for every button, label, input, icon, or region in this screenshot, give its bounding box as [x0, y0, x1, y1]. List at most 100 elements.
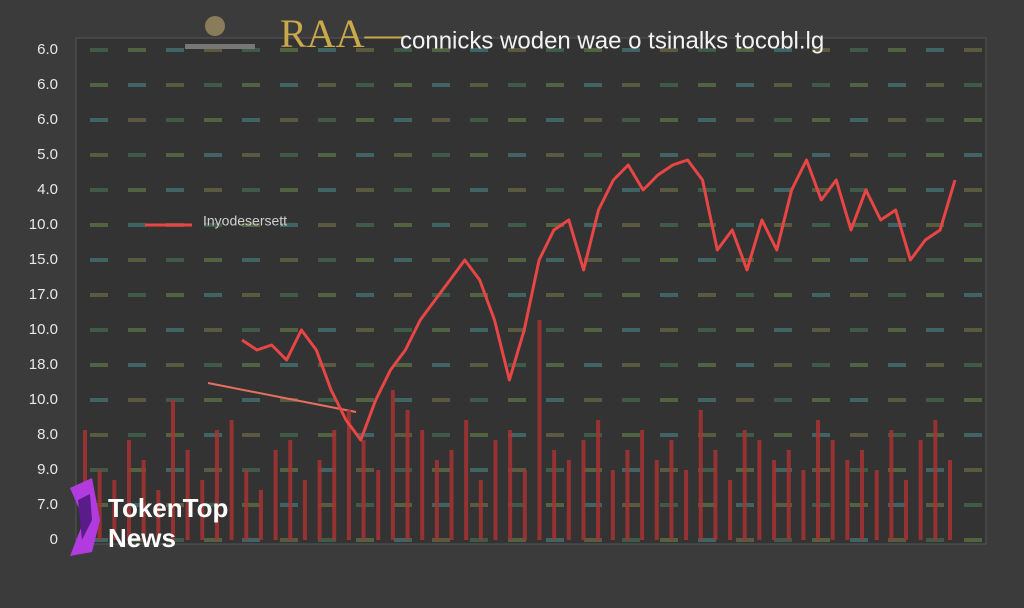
grid-dot	[394, 83, 412, 87]
grid-dot	[508, 363, 526, 367]
grid-dot	[280, 293, 298, 297]
grid-dot	[432, 258, 450, 262]
bar	[889, 430, 894, 540]
grid-dot	[280, 118, 298, 122]
grid-dot	[356, 83, 374, 87]
bar	[684, 470, 689, 540]
grid-dot	[356, 223, 374, 227]
y-tick-label: 10.0	[29, 216, 58, 233]
grid-dot	[622, 293, 640, 297]
grid-dot	[584, 468, 602, 472]
grid-dot	[736, 398, 754, 402]
grid-dot	[660, 258, 678, 262]
grid-dot	[850, 188, 868, 192]
grid-dot	[812, 223, 830, 227]
grid-dot	[812, 83, 830, 87]
grid-dot	[622, 153, 640, 157]
grid-dot	[128, 188, 146, 192]
bar	[625, 450, 630, 540]
grid-dot	[318, 258, 336, 262]
grid-dot	[964, 363, 982, 367]
grid-dot	[318, 398, 336, 402]
bar	[933, 420, 938, 540]
grid-dot	[128, 363, 146, 367]
grid-dot	[736, 48, 754, 52]
grid-dot	[356, 328, 374, 332]
watermark-text: TokenTop	[108, 493, 228, 523]
grid-dot	[850, 328, 868, 332]
bar	[449, 450, 454, 540]
grid-dot	[90, 433, 108, 437]
grid-dot	[736, 293, 754, 297]
grid-dot	[470, 83, 488, 87]
bar	[317, 460, 322, 540]
grid-dot	[90, 223, 108, 227]
grid-dot	[926, 83, 944, 87]
grid-dot	[660, 398, 678, 402]
bar	[464, 420, 469, 540]
grid-dot	[204, 328, 222, 332]
grid-dot	[622, 188, 640, 192]
grid-dot	[508, 398, 526, 402]
grid-dot	[394, 538, 412, 542]
bar	[522, 470, 527, 540]
grid-dot	[546, 328, 564, 332]
bar	[874, 470, 879, 540]
grid-dot	[90, 118, 108, 122]
bar	[728, 480, 733, 540]
grid-dot	[90, 188, 108, 192]
grid-dot	[394, 153, 412, 157]
bar	[478, 480, 483, 540]
bar	[170, 400, 175, 540]
grid-dot	[432, 153, 450, 157]
grid-dot	[964, 503, 982, 507]
bar	[434, 460, 439, 540]
grid-dot	[584, 293, 602, 297]
grid-dot	[622, 258, 640, 262]
grid-dot	[584, 398, 602, 402]
grid-dot	[280, 363, 298, 367]
grid-dot	[508, 538, 526, 542]
grid-dot	[128, 153, 146, 157]
grid-dot	[546, 153, 564, 157]
grid-dot	[166, 293, 184, 297]
grid-dot	[90, 328, 108, 332]
grid-dot	[242, 293, 260, 297]
grid-dot	[546, 258, 564, 262]
y-labels: 6.0 6.0 6.0 5.0 4.0 10.0 15.0 17.0 10.0 18.0 10.0 8…	[29, 41, 58, 548]
grid-dot	[660, 48, 678, 52]
grid-dot	[166, 153, 184, 157]
grid-dot	[128, 468, 146, 472]
bar	[640, 430, 645, 540]
grid-dot	[432, 188, 450, 192]
grid-dot	[318, 538, 336, 542]
grid-dot	[546, 83, 564, 87]
grid-dot	[432, 398, 450, 402]
grid-dot	[356, 398, 374, 402]
grid-dot	[128, 538, 146, 542]
grid-dot	[812, 468, 830, 472]
grid-dot	[698, 48, 716, 52]
grid-dot	[470, 363, 488, 367]
grid-dot	[432, 118, 450, 122]
grid-dot	[318, 433, 336, 437]
grid-dot	[850, 118, 868, 122]
grid-dot	[850, 363, 868, 367]
y-tick-label: 17.0	[29, 286, 58, 303]
bar	[816, 420, 821, 540]
grid-dot	[774, 433, 792, 437]
grid-dot	[850, 503, 868, 507]
bar	[390, 390, 395, 540]
grid-dot	[584, 258, 602, 262]
grid-dot	[622, 363, 640, 367]
grid-dot	[394, 188, 412, 192]
grid-dot	[964, 538, 982, 542]
grid-dot	[698, 83, 716, 87]
y-tick-label: 15.0	[29, 251, 58, 268]
y-tick-label: 18.0	[29, 356, 58, 373]
grid-dot	[964, 293, 982, 297]
grid-dot	[356, 188, 374, 192]
grid-dot	[128, 293, 146, 297]
grid-dot	[622, 328, 640, 332]
grid-dot	[584, 363, 602, 367]
